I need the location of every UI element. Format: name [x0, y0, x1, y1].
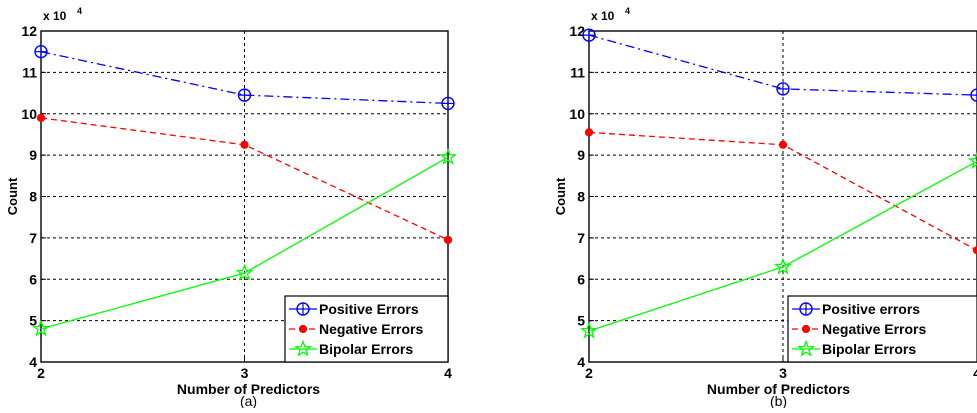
- ytick-label: 8: [577, 189, 585, 205]
- y-axis-label: Count: [553, 177, 568, 215]
- ytick-label: 8: [29, 189, 37, 205]
- xtick-label: 2: [37, 365, 45, 381]
- y-axis-label: Count: [5, 177, 20, 215]
- legend-marker: [799, 302, 813, 316]
- ytick-label: 6: [29, 271, 37, 287]
- x-axis-label: Number of Predictors: [707, 381, 850, 397]
- data-point: [580, 321, 598, 339]
- data-point: [439, 147, 457, 165]
- legend-box: [787, 295, 977, 363]
- ytick-label: 7: [577, 230, 585, 246]
- legend-entry: Positive errors: [792, 301, 920, 317]
- ytick-label: 7: [29, 230, 37, 246]
- ytick-label: 10: [569, 106, 585, 122]
- data-point: [237, 88, 252, 102]
- xtick-label: 2: [585, 365, 593, 381]
- ytick-label: 11: [570, 64, 585, 80]
- legend-label: Positive Errors: [319, 301, 419, 317]
- x-axis-label: Number of Predictors: [177, 381, 320, 397]
- y-multiplier-label: x 10: [591, 9, 615, 23]
- data-point: [778, 140, 788, 149]
- legend-entry: Positive Errors: [289, 301, 419, 317]
- ytick-label: 12: [21, 23, 37, 39]
- data-point: [584, 128, 594, 137]
- ytick-label: 4: [29, 354, 37, 370]
- series-line: [40, 156, 449, 330]
- chart-panel-0: 4 5 6 7 8 9 10 11 12 2 3 4 x 10 4 Number of Predictors…: [5, 6, 457, 409]
- ytick-label: 4: [577, 354, 585, 370]
- xtick-label: 4: [973, 365, 977, 381]
- panel-caption: (b): [770, 393, 787, 408]
- series-2: [580, 151, 977, 339]
- data-point: [776, 82, 790, 96]
- legend-label: Bipolar Errors: [319, 341, 413, 357]
- series-1: [36, 113, 453, 245]
- xtick-label: 3: [241, 365, 249, 381]
- data-point: [972, 246, 977, 255]
- data-point: [441, 96, 455, 111]
- data-point: [235, 263, 254, 281]
- series-line: [588, 160, 977, 332]
- series-line: [40, 117, 449, 241]
- legend-label: Bipolar Errors: [822, 341, 916, 357]
- data-point: [582, 28, 596, 42]
- data-point: [968, 151, 977, 169]
- ytick-label: 6: [577, 271, 585, 287]
- ytick-label: 9: [577, 147, 585, 163]
- series-1: [584, 128, 977, 255]
- legend-marker: [797, 339, 815, 357]
- ytick-label: 11: [22, 64, 37, 80]
- series-line: [588, 34, 977, 96]
- data-point: [34, 44, 48, 59]
- xtick-label: 4: [444, 365, 452, 381]
- data-point: [32, 319, 50, 337]
- ytick-label: 5: [577, 313, 585, 329]
- series-line: [588, 131, 977, 251]
- y-multiplier-exp: 4: [77, 6, 82, 16]
- legend-entry: Bipolar Errors: [792, 339, 916, 357]
- series-2: [32, 147, 457, 337]
- legend: Positive Errors Negative Errors Bipolar Er…: [284, 295, 449, 363]
- series-0: [34, 44, 455, 111]
- y-multiplier-exp: 4: [625, 6, 630, 16]
- legend-entry: Bipolar Errors: [289, 339, 413, 357]
- panel-caption: (a): [240, 393, 257, 408]
- legend-label: Negative Errors: [822, 321, 926, 337]
- legend-marker: [298, 324, 308, 334]
- legend-label: Negative Errors: [319, 321, 423, 337]
- legend-entry: Negative Errors: [792, 321, 926, 337]
- data-point: [774, 257, 792, 275]
- ytick-label: 12: [569, 23, 585, 39]
- ytick-label: 9: [29, 147, 37, 163]
- data-point: [240, 140, 249, 149]
- data-point: [970, 88, 977, 102]
- chart-panel-1: 4 5 6 7 8 9 10 11 12 2 3 4 x 10 4 Number of Predictors…: [553, 6, 977, 409]
- legend-marker: [296, 302, 310, 316]
- legend-marker: [801, 324, 811, 334]
- legend-entry: Negative Errors: [289, 321, 423, 337]
- series-line: [40, 51, 449, 105]
- data-point: [36, 113, 46, 122]
- legend-label: Positive errors: [822, 301, 920, 317]
- xtick-label: 3: [779, 365, 787, 381]
- data-point: [443, 235, 453, 245]
- ytick-label: 5: [29, 313, 37, 329]
- y-multiplier-label: x 10: [43, 9, 67, 23]
- legend: Positive errors Negative Errors Bipolar Er…: [787, 295, 977, 363]
- legend-marker: [294, 339, 312, 357]
- ytick-label: 10: [21, 106, 37, 122]
- series-0: [582, 28, 977, 102]
